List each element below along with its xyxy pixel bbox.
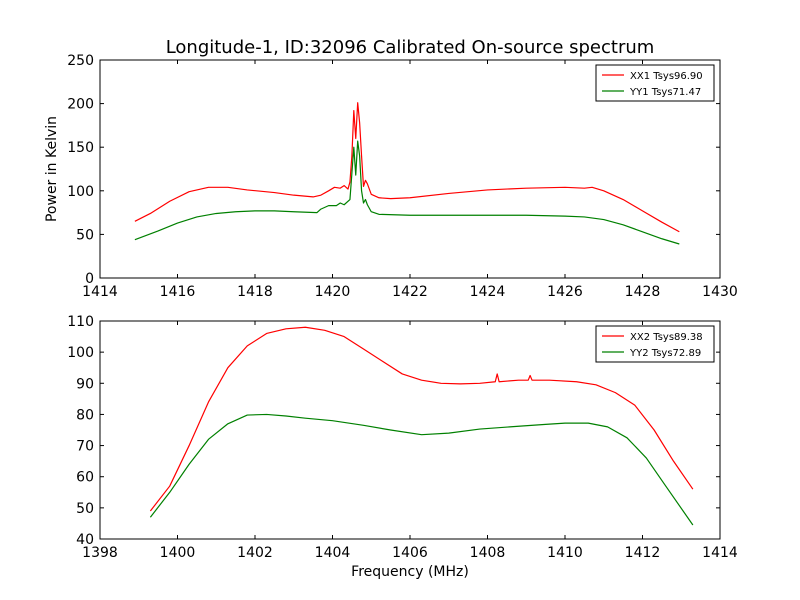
- x-tick-label: 1428: [625, 284, 661, 300]
- y-axis-label: Power in Kelvin: [44, 116, 60, 222]
- figure-title: Longitude-1, ID:32096 Calibrated On-sour…: [166, 37, 655, 58]
- x-tick-label: 1420: [315, 284, 351, 300]
- x-tick-label: 1402: [237, 545, 273, 561]
- y-tick-label: 110: [67, 314, 94, 330]
- x-tick-label: 1424: [470, 284, 506, 300]
- x-tick-label: 1426: [547, 284, 583, 300]
- y-tick-label: 100: [67, 184, 94, 200]
- legend-label: XX2 Tsys89.38: [630, 332, 703, 343]
- series-line-2-2: [149, 413, 694, 526]
- legend-1: XX1 Tsys96.90 YY1 Tsys71.47: [595, 64, 715, 102]
- x-axis-label: Frequency (MHz): [351, 564, 469, 580]
- series-line-1-1: [134, 102, 680, 233]
- y-tick-label: 0: [85, 271, 94, 287]
- x-tick-label: 1430: [702, 284, 738, 300]
- chart-panels: 1414 1416 1418 1420 1422 1424 1426 1428 14300501…: [44, 53, 738, 580]
- y-tick-label: 80: [76, 407, 94, 423]
- legend-label: XX1 Tsys96.90: [630, 71, 703, 82]
- y-tick-label: 100: [67, 345, 94, 361]
- x-tick-label: 1404: [315, 545, 351, 561]
- y-tick-label: 200: [67, 97, 94, 113]
- chart-panel-2: 1398 1400 1402 1404 1406 1408 1410 1412 1414 40 50…: [67, 314, 738, 580]
- legend-box: [595, 64, 715, 102]
- series-line-1-2: [134, 140, 680, 245]
- y-tick-label: 70: [76, 439, 94, 455]
- y-tick-label: 50: [76, 227, 94, 243]
- y-tick-label: 150: [67, 140, 94, 156]
- y-tick-label: 50: [76, 501, 94, 517]
- x-tick-label: 1406: [392, 545, 428, 561]
- x-tick-label: 1414: [82, 284, 118, 300]
- legend-box: [595, 325, 715, 363]
- x-tick-label: 1400: [160, 545, 196, 561]
- y-tick-label: 60: [76, 470, 94, 486]
- x-tick-label: 1422: [392, 284, 428, 300]
- x-tick-label: 1398: [82, 545, 118, 561]
- y-tick-label: 250: [67, 53, 94, 69]
- x-tick-label: 1414: [702, 545, 738, 561]
- series-line-2-1: [149, 326, 694, 512]
- legend-label: YY2 Tsys72.89: [629, 348, 701, 359]
- x-tick-label: 1416: [160, 284, 196, 300]
- x-tick-label: 1408: [470, 545, 506, 561]
- chart-panel-1: 1414 1416 1418 1420 1422 1424 1426 1428 1430 0 50 1…: [44, 53, 738, 300]
- legend-2: XX2 Tsys89.38 YY2 Tsys72.89: [595, 325, 715, 363]
- legend-label: YY1 Tsys71.47: [629, 87, 701, 98]
- y-tick-label: 90: [76, 376, 94, 392]
- x-tick-label: 1418: [237, 284, 273, 300]
- x-tick-label: 1410: [547, 545, 583, 561]
- y-tick-label: 40: [76, 532, 94, 548]
- x-tick-label: 1412: [625, 545, 661, 561]
